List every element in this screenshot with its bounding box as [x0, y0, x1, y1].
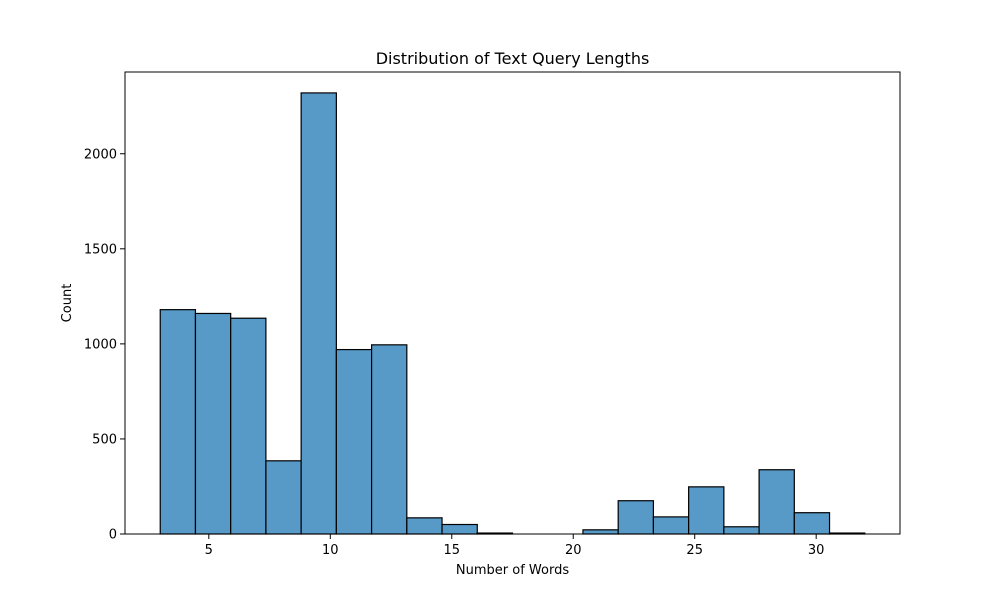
- plot-frame: [124, 71, 901, 535]
- bars-group: [159, 92, 866, 535]
- x-tick-label: 15: [443, 543, 460, 558]
- y-tick-label: 2000: [84, 147, 117, 162]
- y-axis-ticks: 0 500 1000 1500 2000: [84, 147, 125, 543]
- histogram-bar: [758, 469, 795, 535]
- histogram-bar: [265, 460, 302, 535]
- histogram-bar: [300, 92, 337, 535]
- histogram-bar: [194, 312, 232, 535]
- histogram-bar: [159, 309, 197, 535]
- histogram-bar: [230, 317, 267, 535]
- histogram-bar: [652, 516, 690, 535]
- chart-title: Distribution of Text Query Lengths: [376, 49, 650, 68]
- y-tick-label: 0: [109, 528, 117, 543]
- histogram-bar: [582, 529, 619, 535]
- histogram-bar: [617, 500, 655, 535]
- y-tick-label: 1500: [84, 242, 117, 257]
- y-axis-label: Count: [60, 284, 75, 323]
- x-tick-label: 5: [205, 543, 213, 558]
- y-tick-label: 1000: [84, 337, 117, 352]
- histogram-bar: [793, 512, 831, 535]
- histogram-bar: [370, 344, 408, 535]
- x-axis-label: Number of Words: [456, 563, 569, 578]
- y-tick-label: 500: [92, 432, 117, 447]
- x-axis-ticks: 5 10 15 20 25 30: [205, 534, 825, 558]
- x-tick-label: 25: [686, 543, 703, 558]
- histogram-bar: [441, 523, 478, 535]
- histogram-bar: [406, 517, 443, 535]
- x-tick-label: 20: [565, 543, 582, 558]
- histogram-bar: [723, 526, 760, 535]
- x-tick-label: 10: [322, 543, 339, 558]
- x-tick-label: 30: [808, 543, 825, 558]
- histogram-bar: [335, 348, 373, 535]
- histogram-bar: [688, 486, 725, 535]
